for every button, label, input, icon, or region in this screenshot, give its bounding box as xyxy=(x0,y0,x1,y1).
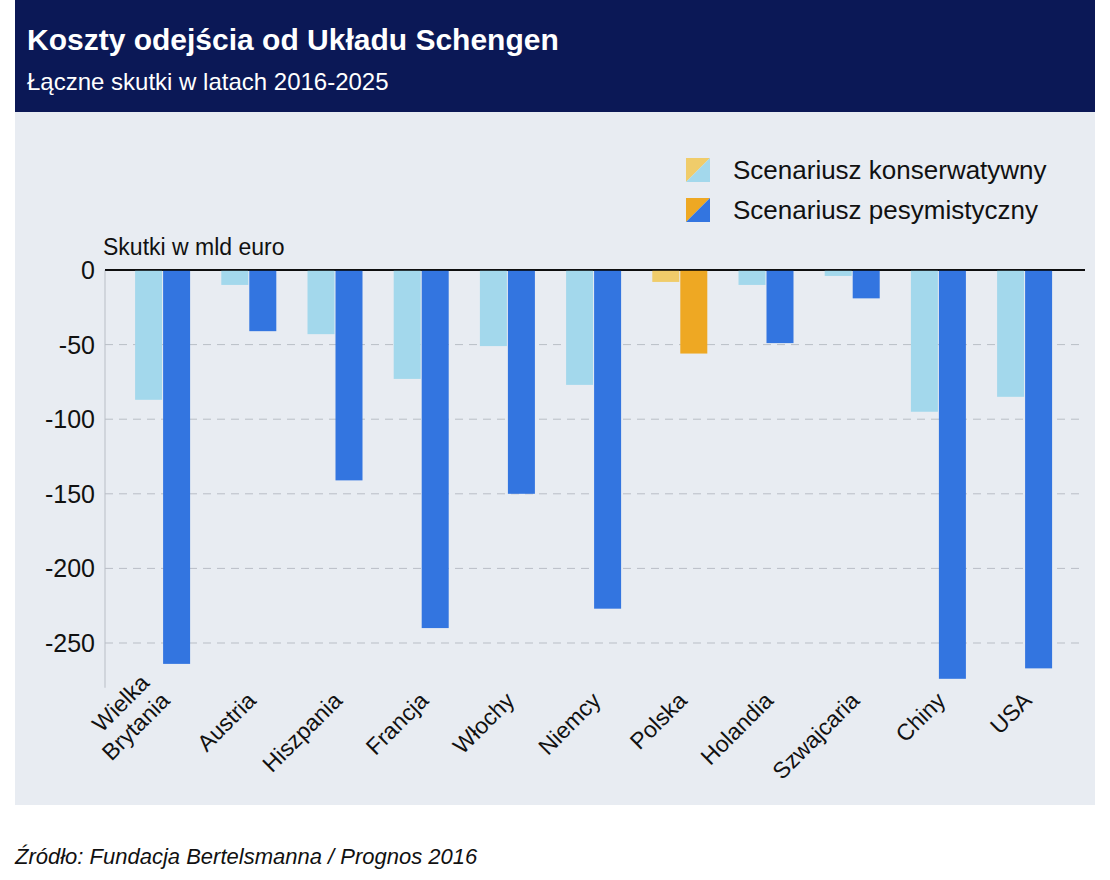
title: Koszty odejścia od Układu Schengen xyxy=(27,23,559,56)
bar xyxy=(308,270,335,334)
x-tick-label: Francja xyxy=(361,687,434,760)
bar xyxy=(853,270,880,298)
bar xyxy=(594,270,621,609)
bar xyxy=(652,270,679,282)
source: Źródło: Fundacja Bertelsmanna / Prognos … xyxy=(14,844,478,869)
bar xyxy=(739,270,766,285)
y-tick-label: -50 xyxy=(59,331,95,359)
bar xyxy=(825,270,852,276)
legend-swatch xyxy=(686,158,710,182)
legend-swatch xyxy=(686,198,710,222)
y-tick-label: -100 xyxy=(45,405,95,433)
grid-line xyxy=(105,643,1085,644)
legend-swatch xyxy=(686,198,710,222)
subtitle: Łączne skutki w latach 2016-2025 xyxy=(27,68,389,95)
header xyxy=(15,0,1095,112)
x-tick-label: Hiszpania xyxy=(257,687,347,777)
bar xyxy=(566,270,593,385)
bar xyxy=(394,270,421,379)
y-axis-label: Skutki w mld euro xyxy=(103,234,285,260)
bars xyxy=(135,270,1052,679)
bar xyxy=(1025,270,1052,668)
y-tick-label: -200 xyxy=(45,554,95,582)
x-tick-label: USA xyxy=(985,687,1037,739)
zero-line xyxy=(105,269,1085,271)
legend-label: Scenariusz konserwatywny xyxy=(733,155,1047,185)
bar xyxy=(911,270,938,412)
x-tick-label: Włochy xyxy=(448,687,520,759)
legend-swatch xyxy=(686,158,710,182)
y-axis-line xyxy=(105,270,106,688)
y-tick-label: -150 xyxy=(45,480,95,508)
bar xyxy=(939,270,966,679)
y-tick-label: -250 xyxy=(45,629,95,657)
plot-background xyxy=(15,112,1095,805)
x-tick-label: WielkaBrytania xyxy=(77,668,174,765)
bar xyxy=(163,270,190,664)
bar xyxy=(221,270,248,285)
x-tick-label: Niemcy xyxy=(533,687,606,760)
bar xyxy=(997,270,1024,397)
bar xyxy=(480,270,507,346)
legend-label: Scenariusz pesymistyczny xyxy=(733,195,1038,225)
chart: Koszty odejścia od Układu Schengen Łączne… xyxy=(0,0,1110,880)
y-tick-label: 0 xyxy=(81,256,95,284)
bar xyxy=(135,270,162,400)
x-tick-label: Austria xyxy=(192,687,261,756)
bar xyxy=(508,270,535,494)
x-tick-label: Holandia xyxy=(695,687,778,770)
x-tick-label: Polska xyxy=(625,687,692,754)
bar xyxy=(336,270,363,480)
zero-line xyxy=(105,269,1085,271)
x-tick-label: Chiny xyxy=(890,687,950,747)
bar xyxy=(680,270,707,354)
bar xyxy=(767,270,794,343)
bar xyxy=(422,270,449,628)
bar xyxy=(249,270,276,331)
x-tick-label: Szwajcaria xyxy=(767,687,864,784)
